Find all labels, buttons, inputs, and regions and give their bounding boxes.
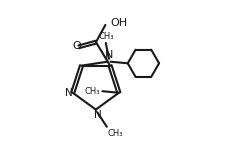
Text: N: N [105, 50, 113, 60]
Text: O: O [72, 41, 81, 51]
Text: CH₃: CH₃ [85, 87, 100, 96]
Text: N: N [65, 88, 73, 98]
Text: CH₃: CH₃ [108, 129, 123, 138]
Text: OH: OH [110, 18, 127, 28]
Text: N: N [93, 110, 101, 120]
Text: CH₃: CH₃ [98, 32, 114, 41]
